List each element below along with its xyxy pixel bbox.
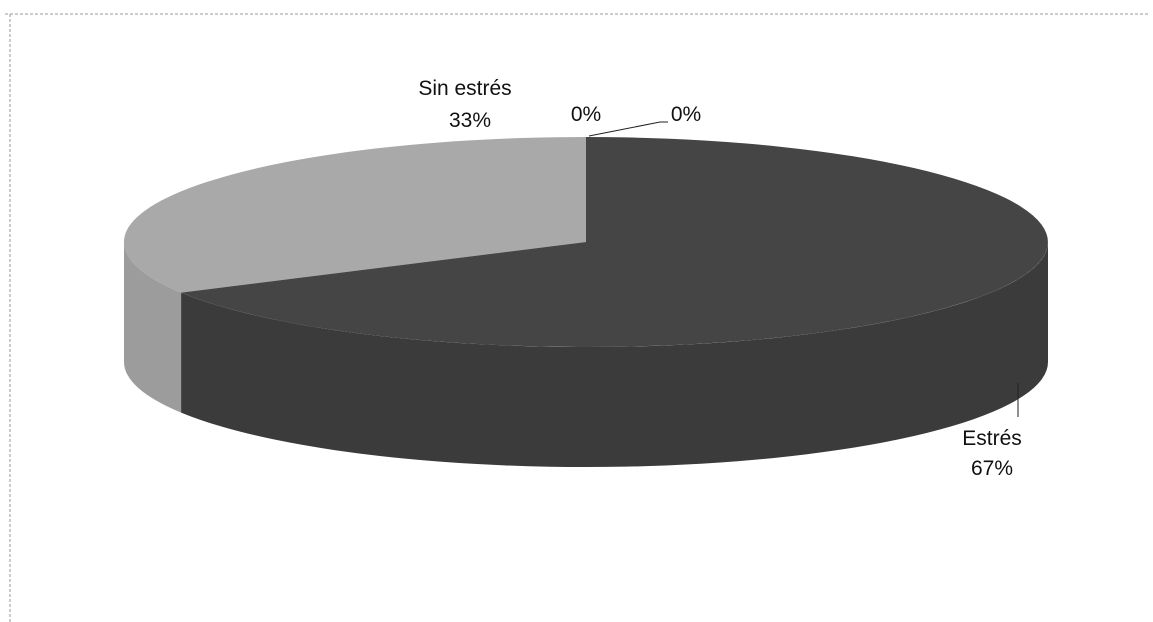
slice-sin-estres-side (123, 242, 182, 413)
label-estres-name: Estrés (962, 427, 1022, 450)
label-estres-value: 67% (971, 457, 1013, 480)
slice-estres-top (181, 137, 1048, 347)
slice-estres-side (181, 242, 1049, 468)
label-zero-1: 0% (571, 103, 601, 126)
label-sin-estres-value: 33% (449, 109, 491, 132)
leader-line-zero-2 (588, 121, 668, 137)
label-zero-2: 0% (671, 103, 701, 126)
slice-sin-estres-top (123, 136, 587, 293)
label-sin-estres-name: Sin estrés (418, 77, 511, 100)
